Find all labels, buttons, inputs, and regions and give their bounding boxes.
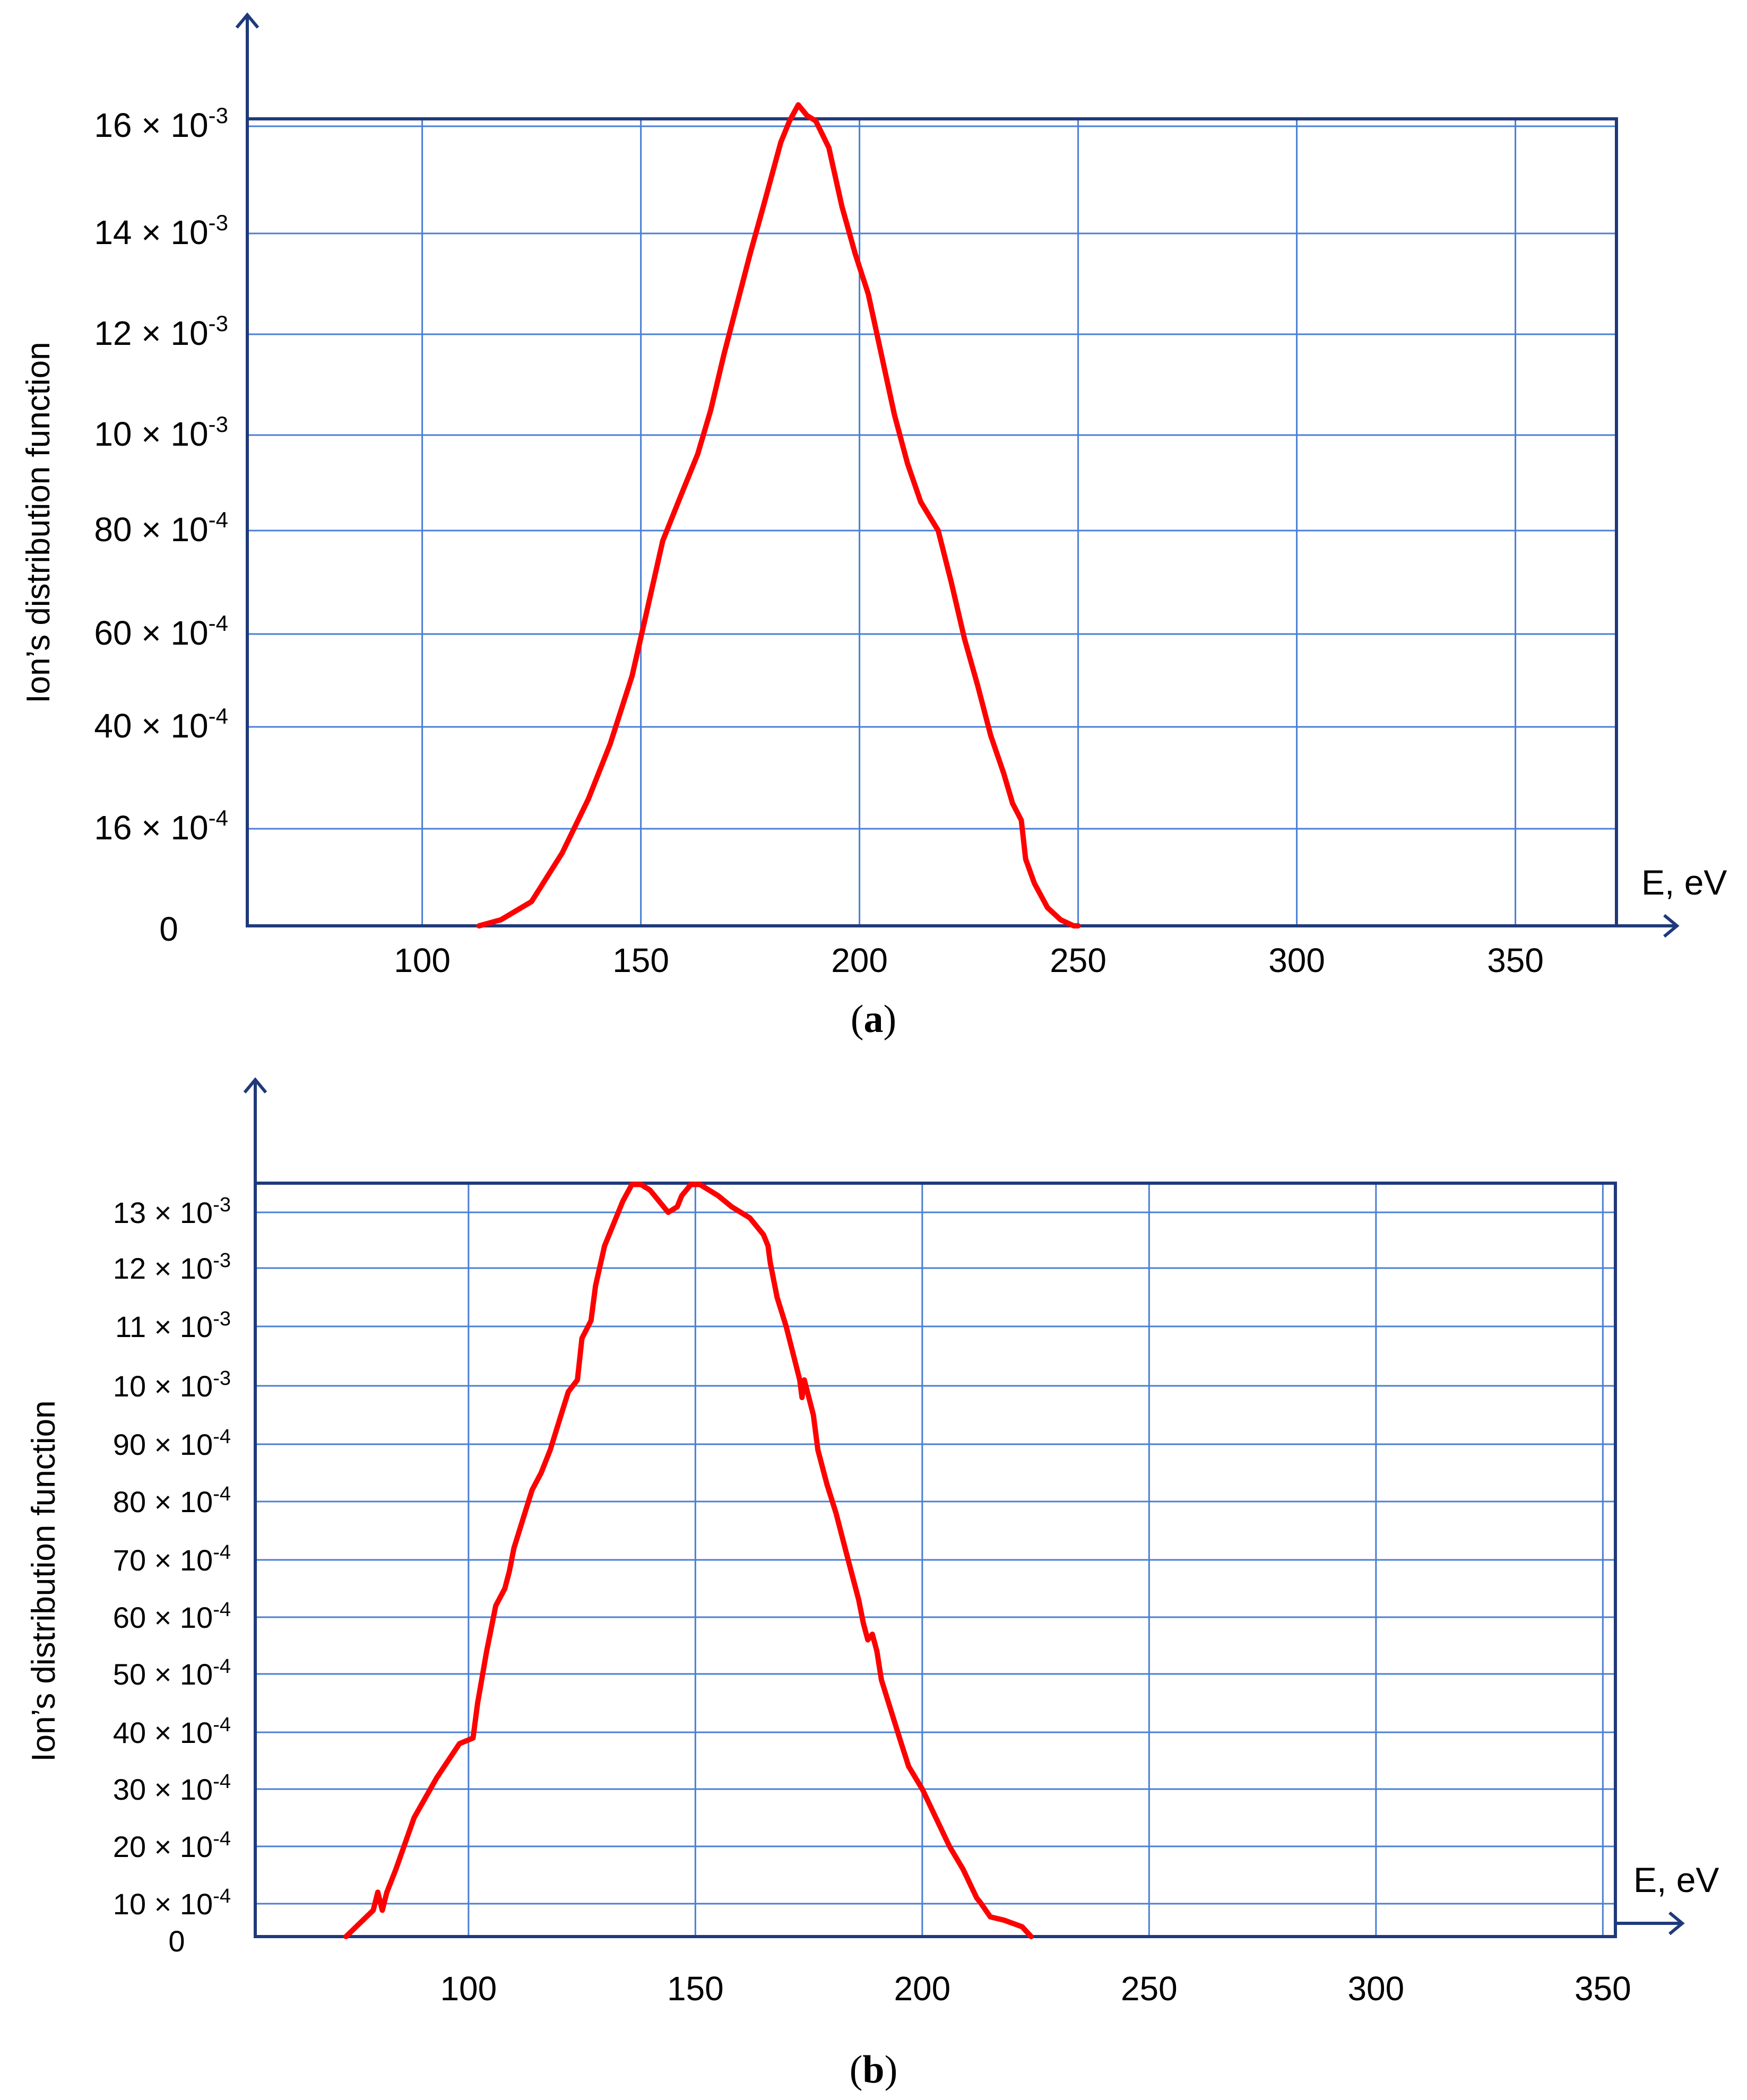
x-tick-label: 100 — [394, 941, 451, 979]
y-tick-label: 80 × 10-4 — [94, 507, 228, 549]
x-tick-label: 250 — [1121, 1969, 1178, 2008]
plot-frame-b — [254, 1182, 1617, 1938]
y-tick-label: 10 × 10-3 — [113, 1367, 231, 1403]
y-tick-label: 12 × 10-3 — [113, 1249, 231, 1285]
y-tick-label: 30 × 10-4 — [113, 1771, 231, 1806]
x-tick-label: 200 — [894, 1969, 950, 2008]
x-tick-labels-b: 100 150 200 250 300 350 — [440, 1969, 1631, 2008]
y-tick-label: 60 × 10-4 — [94, 611, 228, 652]
x-axis-arrowhead-a — [1663, 914, 1680, 938]
y-tick-label: 20 × 10-4 — [113, 1828, 231, 1863]
y-tick-label: 60 × 10-4 — [113, 1599, 231, 1634]
y-tick-label: 10 × 10-3 — [94, 412, 228, 453]
y-tick-labels-b: 010 × 10-4 20 × 10-4 30 × 10-4 40 × 10-4 50 … — [113, 1194, 231, 1958]
plot-frame-a — [246, 117, 1618, 927]
y-tick-label: 70 × 10-4 — [113, 1541, 231, 1577]
y-tick-labels-a: 0 16 × 10-4 40 × 10-4 60 × 10-4 80 × 10-4 10 … — [94, 103, 228, 948]
y-axis-label-a: Ion’s distribution function — [20, 342, 57, 703]
y-tick-label: 0 — [168, 1924, 185, 1958]
x-tick-label: 150 — [612, 941, 669, 979]
y-tick-label: 13 × 10-3 — [113, 1194, 231, 1229]
x-axis-label-b: E, eV — [1633, 1860, 1719, 1899]
grid-b — [255, 1183, 1615, 1937]
y-tick-label: 16 × 10-3 — [94, 103, 228, 144]
chart-panel-b: 100 150 200 250 300 350 010 × 10-4 20 × 10-4 30… — [25, 1077, 1719, 2092]
panel-caption-a: (a) — [851, 997, 896, 1041]
y-tick-label: 16 × 10-4 — [94, 805, 228, 847]
panel-caption-letter-a: a — [864, 997, 884, 1041]
panel-caption-b: (b) — [850, 2048, 897, 2092]
y-tick-label: 40 × 10-4 — [113, 1714, 231, 1749]
y-axis-arrowhead-b — [243, 1077, 267, 1094]
x-tick-label: 300 — [1347, 1969, 1404, 2008]
panel-caption-letter-b: b — [862, 2048, 884, 2092]
y-tick-label: 40 × 10-4 — [94, 704, 228, 745]
x-axis-label-a: E, eV — [1641, 863, 1727, 902]
y-tick-label: 11 × 10-3 — [115, 1308, 231, 1343]
y-tick-label: 50 × 10-4 — [113, 1655, 231, 1691]
x-tick-label: 350 — [1575, 1969, 1631, 2008]
x-tick-label: 150 — [667, 1969, 724, 2008]
x-tick-labels-a: 100 150 200 250 300 350 — [394, 941, 1544, 979]
grid-a — [247, 119, 1616, 926]
y-tick-label: 0 — [159, 910, 178, 948]
y-tick-label: 90 × 10-4 — [113, 1426, 231, 1461]
y-tick-label: 14 × 10-3 — [94, 210, 228, 251]
y-tick-label: 12 × 10-3 — [94, 311, 228, 352]
series-line-b — [343, 1182, 1034, 1939]
y-tick-label: 10 × 10-4 — [113, 1885, 231, 1921]
series-line-a — [476, 102, 1081, 928]
y-axis-label-b: Ion’s distribution function — [25, 1400, 62, 1761]
x-tick-label: 350 — [1487, 941, 1544, 979]
y-axis-arrowhead-a — [235, 12, 260, 29]
x-tick-label: 250 — [1050, 941, 1106, 979]
x-tick-label: 300 — [1268, 941, 1325, 979]
x-tick-label: 100 — [440, 1969, 497, 2008]
y-tick-label: 80 × 10-4 — [113, 1483, 231, 1518]
x-axis-arrowhead-b — [1668, 1911, 1685, 1936]
x-tick-label: 200 — [831, 941, 888, 979]
chart-panel-a: 100 150 200 250 300 350 0 16 × 10-4 40 × 10-4 60… — [20, 12, 1727, 1041]
